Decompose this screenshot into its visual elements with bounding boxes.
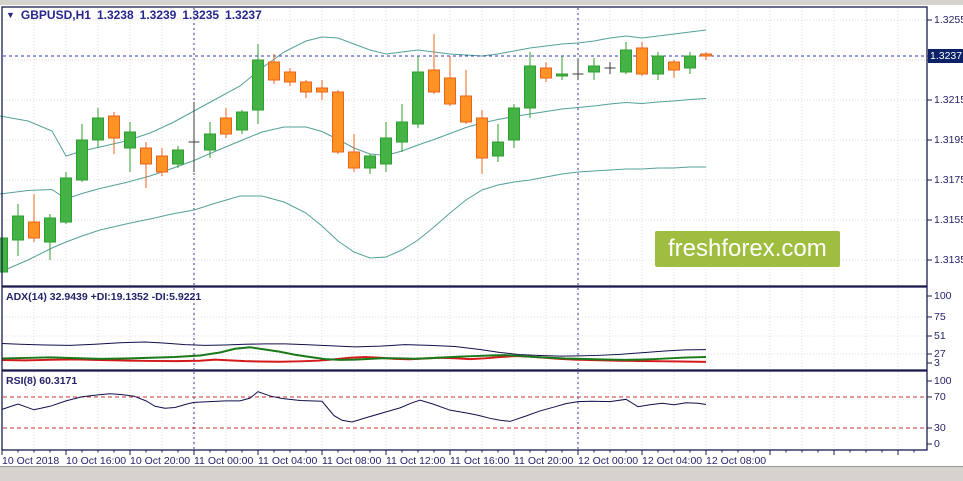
candle-body	[12, 215, 24, 241]
candle-body	[364, 155, 376, 169]
adx-indicator-label: ADX(14) 32.9439 +DI:19.1352 -DI:5.9221	[6, 291, 202, 303]
candle-body	[316, 87, 328, 93]
candle-body	[556, 73, 568, 77]
time-axis-label: 12 Oct 08:00	[706, 455, 767, 467]
candle-body	[220, 117, 232, 135]
candle-body	[108, 115, 120, 139]
rsi-scale-label: 30	[934, 422, 946, 434]
candle-body	[620, 49, 632, 73]
quote-line: ▼ GBPUSD,H1 1.3238 1.3239 1.3235 1.3237	[6, 8, 262, 22]
candle-body	[252, 59, 264, 111]
candle-body	[124, 131, 136, 149]
candle-body	[700, 53, 712, 57]
time-axis-label: 11 Oct 20:00	[514, 455, 574, 467]
candle-body	[348, 151, 360, 169]
price-axis-label: 1.3155	[934, 214, 963, 226]
candle-body	[0, 237, 8, 273]
candle-body	[508, 107, 520, 141]
candle-body	[140, 147, 152, 165]
rsi-scale-label: 70	[934, 391, 946, 403]
candle-body	[28, 221, 40, 239]
adx-scale-label: 51	[934, 330, 946, 342]
time-axis-label: 11 Oct 08:00	[322, 455, 382, 467]
quote-high: 1.3239	[139, 8, 177, 22]
time-axis-label: 12 Oct 04:00	[642, 455, 703, 467]
time-axis-label: 11 Oct 04:00	[258, 455, 318, 467]
candle-body	[396, 121, 408, 143]
candle-body	[92, 117, 104, 141]
time-axis-label: 10 Oct 16:00	[66, 455, 127, 467]
price-axis-label: 1.3195	[934, 134, 963, 146]
candle-body	[444, 77, 456, 105]
candle-body	[236, 111, 248, 131]
bollinger-upper-band	[0, 29, 707, 157]
candle-body	[268, 61, 280, 81]
candle-body	[652, 55, 664, 75]
time-axis-label: 11 Oct 16:00	[450, 455, 510, 467]
candle-body	[284, 71, 296, 83]
bollinger-middle-band	[0, 98, 707, 200]
candle-body	[540, 67, 552, 79]
quote-open: 1.3238	[96, 8, 134, 22]
adx-scale-label: 100	[934, 290, 952, 302]
panel-frame	[1, 6, 928, 287]
time-axis-label: 10 Oct 20:00	[130, 455, 191, 467]
candle-body	[156, 155, 168, 173]
adx-scale-label: 3	[934, 357, 940, 369]
candle-body	[332, 91, 344, 153]
bottom-bar	[0, 466, 963, 481]
candle-body	[428, 69, 440, 93]
candle-body	[300, 81, 312, 93]
candle-body	[44, 217, 56, 243]
symbol-timeframe: GBPUSD,H1	[20, 8, 91, 22]
time-axis-label: 11 Oct 00:00	[194, 455, 254, 467]
candle-body	[492, 141, 504, 157]
candle-body	[668, 61, 680, 71]
candle-body	[588, 65, 600, 73]
candle-body	[412, 71, 424, 125]
rsi-scale-label: 0	[934, 438, 940, 450]
price-axis-label: 1.3175	[934, 174, 963, 186]
candle-body	[684, 55, 696, 69]
panel-frame	[1, 286, 928, 371]
price-axis-label: 1.3255	[934, 14, 963, 26]
broker-watermark: freshforex.com	[655, 231, 840, 267]
time-axis-label: 10 Oct 2018	[2, 455, 60, 467]
candle-body	[204, 133, 216, 151]
candle-body	[524, 65, 536, 109]
window-top-strip	[0, 0, 963, 5]
candle-body	[460, 95, 472, 123]
time-axis-label: 12 Oct 00:00	[578, 455, 639, 467]
adx-scale-label: 75	[934, 311, 946, 323]
adx-main-line	[1, 341, 707, 357]
rsi-line	[1, 391, 707, 423]
adx-plus-di-line	[1, 346, 707, 361]
candle-body	[476, 117, 488, 159]
price-axis-label: 1.3215	[934, 94, 963, 106]
current-price-tag: 1.3237	[928, 49, 963, 63]
adx-scale-label: 27	[934, 348, 946, 360]
candle-body	[60, 177, 72, 223]
quote-close: 1.3237	[225, 8, 262, 22]
bollinger-lower-band	[0, 166, 706, 273]
rsi-indicator-label: RSI(8) 60.3171	[6, 375, 78, 387]
rsi-scale-label: 100	[934, 375, 952, 387]
price-axis-label: 1.3135	[934, 254, 963, 266]
time-axis-label: 11 Oct 12:00	[386, 455, 446, 467]
candle-body	[380, 137, 392, 165]
candle-body	[636, 47, 648, 75]
panel-frame	[1, 370, 928, 451]
candle-body	[76, 139, 88, 181]
candle-body	[172, 149, 184, 165]
quote-low: 1.3235	[182, 8, 220, 22]
symbol-dropdown-icon[interactable]: ▼	[6, 10, 15, 20]
